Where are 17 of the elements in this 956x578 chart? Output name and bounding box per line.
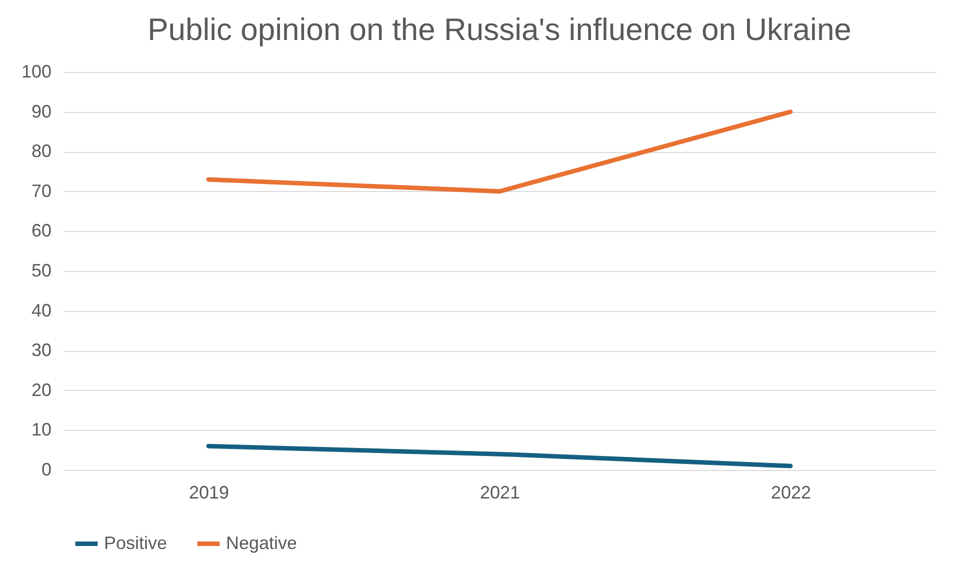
x-tick-label: 2021: [480, 482, 520, 502]
y-tick-label: 90: [31, 101, 52, 122]
y-tick-label: 30: [31, 340, 52, 360]
x-tick-label: 2019: [188, 482, 230, 502]
x-tick-label: 2022: [770, 482, 812, 502]
y-tick-label: 20: [31, 380, 52, 400]
chart-title: Public opinion on the Russia's influence on Ukraine: [148, 12, 852, 47]
y-tick-label: 40: [31, 300, 52, 320]
legend-label: Positive: [104, 532, 168, 553]
y-tick-label: 100: [21, 62, 52, 82]
y-tick-label: 70: [31, 180, 52, 201]
y-tick-label: 10: [31, 420, 52, 440]
y-tick-label: 0: [41, 460, 52, 480]
legend-label: Negative: [226, 532, 298, 553]
y-tick-label: 60: [31, 220, 52, 241]
y-tick-label: 80: [31, 141, 52, 162]
y-tick-label: 50: [31, 260, 52, 280]
